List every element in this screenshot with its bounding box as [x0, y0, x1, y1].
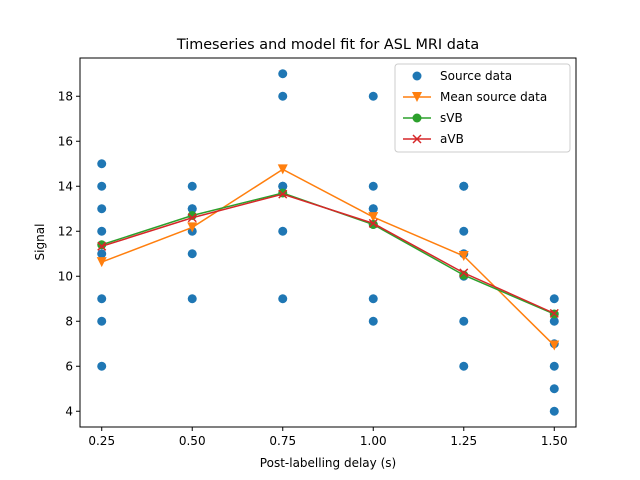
svb-marker — [459, 270, 469, 280]
source-data-point — [368, 91, 378, 101]
source-data-point — [187, 181, 197, 191]
svb-marker — [97, 240, 107, 250]
source-data-point — [549, 294, 559, 304]
avb-marker — [549, 308, 559, 318]
mean-source-data-marker — [96, 257, 107, 268]
x-axis: 0.25 0.50 0.75 1.00 1.25 1.50 — [88, 427, 568, 448]
y-axis: 4 6 8 10 12 14 16 18 — [58, 89, 80, 418]
x-tick-label: 1.25 — [450, 434, 477, 448]
source-data-point — [97, 181, 107, 191]
source-data-point — [459, 361, 469, 371]
legend-marker-mean-source-data — [412, 92, 422, 102]
legend-marker-source-data — [412, 71, 422, 81]
y-tick-label: 4 — [65, 404, 73, 418]
x-tick-label: 0.50 — [179, 434, 206, 448]
y-tick-label: 8 — [65, 314, 73, 328]
legend-label-source-data: Source data — [440, 69, 512, 83]
avb-marker — [278, 189, 288, 199]
y-tick-label: 6 — [65, 359, 73, 373]
legend-label-mean-source-data: Mean source data — [440, 90, 547, 104]
mean-source-data-marker — [458, 251, 469, 261]
axes-frame — [79, 57, 577, 428]
x-tick-label: 0.25 — [88, 434, 115, 448]
source-data-point — [278, 181, 288, 191]
source-data-point — [368, 316, 378, 326]
source-data-point — [97, 249, 107, 259]
source-data-point — [97, 159, 107, 169]
y-tick-label: 16 — [58, 134, 73, 148]
x-axis-label: Post-labelling delay (s) — [260, 456, 396, 470]
source-data-point — [368, 204, 378, 214]
legend-marker-avb — [412, 134, 422, 144]
svb-line — [101, 192, 555, 315]
source-data-point — [97, 226, 107, 236]
avb-marker — [459, 268, 469, 278]
x-tick-label: 1.00 — [360, 434, 387, 448]
mean-source-data-line — [101, 168, 555, 347]
y-axis-label: Signal — [33, 224, 47, 261]
y-tick-label: 12 — [58, 224, 73, 238]
y-tick-label: 14 — [58, 179, 73, 193]
mean-source-data-marker — [368, 212, 379, 223]
source-data-point — [368, 181, 378, 191]
source-data-point — [187, 204, 197, 214]
legend-label-svb: sVB — [440, 111, 463, 125]
x-tick-label: 1.50 — [541, 434, 568, 448]
source-data-point — [97, 316, 107, 326]
source-data-point — [97, 294, 107, 304]
x-tick-label: 0.75 — [269, 434, 296, 448]
plot-area — [96, 69, 560, 416]
source-data-point — [368, 294, 378, 304]
chart-title: Timeseries and model fit for ASL MRI dat… — [176, 37, 479, 53]
source-data-point — [278, 226, 288, 236]
legend: Source data Mean source data sVB aVB — [394, 63, 571, 153]
source-data-point — [459, 316, 469, 326]
mean-source-data-marker — [187, 222, 198, 233]
source-data-point — [549, 361, 559, 371]
source-data-point — [187, 294, 197, 304]
source-data-point — [278, 69, 288, 79]
source-data-point — [278, 91, 288, 101]
source-data-point — [278, 294, 288, 304]
legend-marker-svb — [412, 113, 422, 123]
source-data-point — [459, 226, 469, 236]
legend-box — [394, 63, 571, 153]
source-data-point — [187, 249, 197, 259]
avb-marker — [368, 218, 378, 228]
source-data-point — [549, 406, 559, 416]
mean-source-data-marker — [549, 340, 560, 351]
legend-label-avb: aVB — [440, 132, 464, 146]
avb-line — [101, 193, 555, 315]
svb-marker — [278, 188, 288, 198]
y-tick-label: 10 — [58, 269, 73, 283]
mean-source-data-marker — [277, 164, 288, 175]
source-data-point — [97, 361, 107, 371]
source-data-point — [549, 316, 559, 326]
source-data-point — [459, 181, 469, 191]
y-tick-label: 18 — [58, 89, 73, 103]
source-data-point — [97, 204, 107, 214]
source-data-point — [549, 384, 559, 394]
avb-marker — [97, 241, 107, 251]
avb-marker — [187, 213, 197, 223]
